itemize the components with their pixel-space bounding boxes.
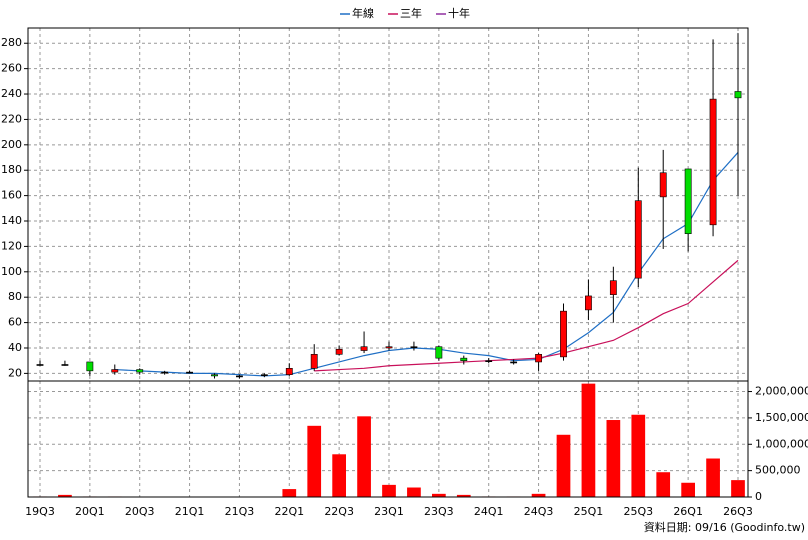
candle-body (734, 91, 742, 99)
candle-body (659, 172, 667, 198)
ma-line (314, 259, 739, 372)
y2-tick-label: 1,000,000 (755, 437, 808, 450)
y-tick-label: 100 (1, 265, 22, 278)
y2-tick-label: 1,500,000 (755, 411, 808, 424)
candle-body (485, 360, 493, 362)
x-tick-label: 22Q3 (324, 505, 354, 518)
y2-tick-label: 500,000 (755, 464, 801, 477)
y-tick-label: 260 (1, 62, 22, 75)
x-tick-label: 24Q3 (524, 505, 554, 518)
y-tick-label: 80 (8, 290, 22, 303)
candle-body (335, 348, 343, 355)
candle-body (560, 310, 567, 358)
source-note: 資料日期: 09/16 (Goodinfo.tw) (644, 520, 805, 534)
candle-body (86, 361, 94, 372)
y-tick-label: 180 (1, 163, 22, 176)
candle-body (385, 346, 393, 349)
volume-bar (357, 416, 371, 497)
volume-bar (456, 494, 471, 497)
candle-body (236, 375, 243, 378)
x-tick-label: 26Q3 (723, 505, 753, 518)
candle-body (61, 364, 69, 366)
volume-bar (706, 458, 720, 497)
y-tick-label: 60 (8, 316, 22, 329)
candle-body (111, 369, 119, 373)
volume-bar (307, 425, 322, 497)
candle-body (510, 361, 518, 364)
candle-body (211, 374, 218, 377)
candle-body (634, 200, 642, 279)
volume-bar (631, 414, 646, 497)
x-tick-label: 23Q3 (424, 505, 454, 518)
volume-bar (282, 489, 297, 497)
volume-bar (606, 420, 621, 497)
volume-bar (407, 487, 421, 497)
candle-body (161, 371, 169, 374)
y2-tick-label: 2,000,000 (755, 385, 808, 398)
candle-body (285, 368, 293, 375)
candle-body (310, 354, 318, 369)
volume-bar (656, 472, 671, 497)
candle-body (360, 346, 368, 351)
x-tick-label: 20Q1 (75, 505, 105, 518)
candle-body (136, 369, 144, 373)
y-tick-label: 220 (1, 112, 22, 125)
x-tick-label: 26Q1 (673, 505, 703, 518)
volume-bar (58, 494, 72, 497)
volume-bar (382, 484, 396, 497)
y-tick-label: 200 (1, 138, 22, 151)
volume-bar (731, 480, 745, 497)
legend-label: 三年 (400, 6, 422, 20)
y-tick-label: 120 (1, 239, 22, 252)
y-tick-label: 40 (8, 341, 22, 354)
candle-body (260, 374, 268, 376)
x-tick-label: 22Q1 (274, 505, 304, 518)
x-tick-label: 19Q3 (25, 505, 55, 518)
candle-body (535, 354, 542, 363)
candle-body (684, 168, 692, 235)
candle-body (36, 364, 44, 366)
x-tick-label: 21Q1 (175, 505, 205, 518)
candle-body (709, 98, 717, 226)
y-tick-label: 280 (1, 36, 22, 49)
x-tick-label: 25Q3 (623, 505, 653, 518)
ma-line (114, 152, 739, 377)
candle-body (609, 280, 617, 295)
y-tick-label: 20 (8, 366, 22, 379)
candle-body (186, 371, 193, 374)
x-tick-label: 24Q1 (474, 505, 504, 518)
legend-label: 年線 (352, 6, 374, 20)
candle-body (410, 346, 418, 349)
y-tick-label: 240 (1, 87, 22, 100)
volume-bar (332, 454, 346, 497)
candle-body (460, 357, 468, 361)
x-tick-label: 23Q1 (374, 505, 404, 518)
candle-body (435, 346, 443, 359)
volume-bar (581, 383, 596, 497)
y-tick-label: 140 (1, 214, 22, 227)
x-tick-label: 25Q1 (574, 505, 604, 518)
volume-frame (27, 380, 749, 498)
x-tick-label: 20Q3 (125, 505, 155, 518)
y-tick-label: 160 (1, 189, 22, 202)
volume-bar (531, 493, 546, 497)
volume-bar (556, 434, 571, 497)
volume-bar (681, 482, 695, 497)
legend-label: 十年 (448, 6, 470, 20)
x-tick-label: 21Q3 (225, 505, 255, 518)
candle-body (585, 295, 592, 311)
y2-tick-label: 0 (755, 490, 762, 503)
volume-bar (432, 493, 446, 497)
